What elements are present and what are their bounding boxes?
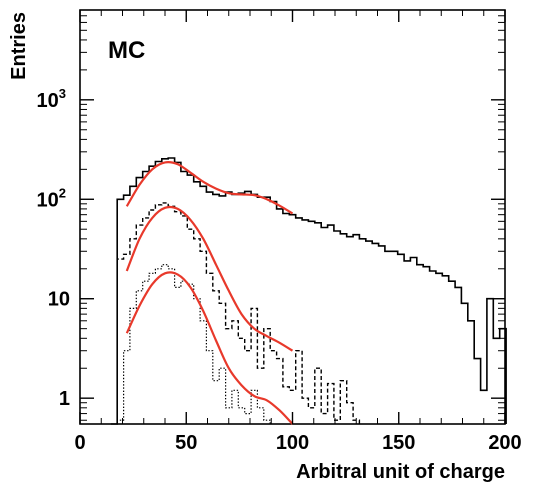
tick-layer: 0 50 100 150 200 1 10 102 103 (37, 9, 522, 454)
y-tick-label: 102 (37, 185, 66, 211)
x-tick-label: 0 (74, 432, 85, 454)
y-tick-label: 10 (48, 289, 70, 311)
plot-frame (79, 9, 506, 425)
y-tick-label: 103 (37, 86, 66, 112)
histogram-series-dashed (116, 202, 361, 424)
histogram-series-dotted (116, 264, 271, 424)
x-tick-label: 200 (488, 432, 521, 454)
histogram-series-solid (110, 157, 507, 425)
fit-curve-1 (125, 160, 294, 215)
y-tick-label: 1 (59, 388, 70, 410)
fit-curve-3 (125, 271, 294, 425)
series-layer (110, 157, 507, 425)
y-axis-title: Entries (8, 12, 30, 80)
annotation-label: MC (108, 37, 145, 64)
x-tick-label: 50 (175, 432, 197, 454)
x-axis-title: Arbitral unit of charge (296, 461, 505, 483)
x-tick-label: 100 (276, 432, 309, 454)
x-tick-label: 150 (382, 432, 415, 454)
fit-layer (125, 160, 294, 425)
fit-curve-2 (125, 205, 294, 352)
